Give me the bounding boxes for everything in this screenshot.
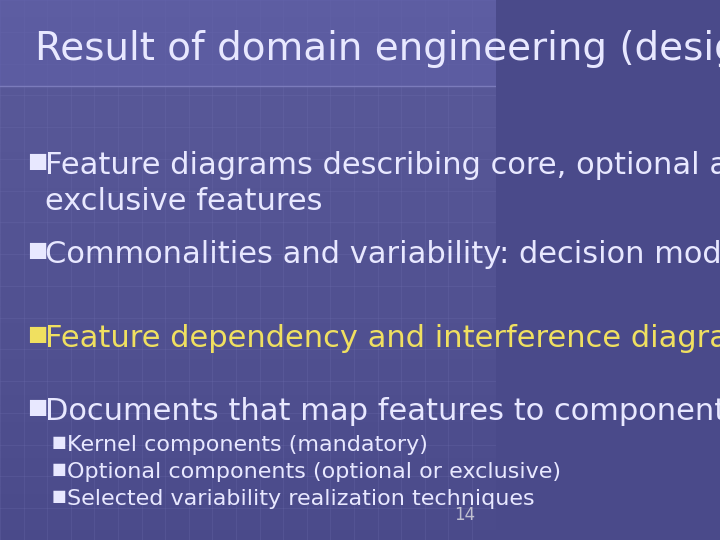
Bar	[0, 36, 495, 45]
Bar	[0, 54, 495, 63]
Bar	[0, 0, 495, 9]
Bar	[0, 0, 495, 86]
Bar	[0, 477, 495, 486]
Bar	[0, 297, 495, 306]
Bar	[0, 189, 495, 198]
Text: Commonalities and variability: decision model: Commonalities and variability: decision …	[45, 240, 720, 269]
Text: 14: 14	[454, 506, 476, 524]
Text: Result of domain engineering (design): Result of domain engineering (design)	[35, 30, 720, 68]
Bar	[0, 135, 495, 144]
Bar	[0, 315, 495, 324]
Text: ■: ■	[27, 324, 48, 344]
Bar	[0, 198, 495, 207]
Bar	[0, 81, 495, 90]
Bar	[0, 72, 495, 81]
Bar	[0, 234, 495, 243]
Bar	[0, 342, 495, 351]
Text: ■: ■	[27, 240, 48, 260]
Bar	[0, 450, 495, 459]
Bar	[0, 117, 495, 126]
Bar	[0, 423, 495, 432]
Bar	[0, 207, 495, 216]
Bar	[0, 162, 495, 171]
Text: ■: ■	[27, 397, 48, 417]
Text: ■: ■	[52, 435, 67, 450]
Bar	[0, 216, 495, 225]
Bar	[0, 324, 495, 333]
Bar	[0, 378, 495, 387]
Bar	[0, 459, 495, 468]
Bar	[0, 306, 495, 315]
Bar	[0, 531, 495, 540]
Bar	[0, 243, 495, 252]
Bar	[0, 513, 495, 522]
Text: ■: ■	[52, 462, 67, 477]
Bar	[0, 396, 495, 405]
Bar	[0, 9, 495, 18]
Text: Optional components (optional or exclusive): Optional components (optional or exclusi…	[67, 462, 561, 482]
Text: ■: ■	[52, 489, 67, 504]
Bar	[0, 171, 495, 180]
Text: Kernel components (mandatory): Kernel components (mandatory)	[67, 435, 428, 455]
Bar	[0, 468, 495, 477]
Bar	[0, 387, 495, 396]
Bar	[0, 405, 495, 414]
Bar	[0, 90, 495, 99]
Bar	[0, 45, 495, 54]
Bar	[0, 180, 495, 189]
Text: Documents that map features to components: Documents that map features to component…	[45, 397, 720, 426]
Text: ■: ■	[27, 151, 48, 171]
Bar	[0, 333, 495, 342]
Text: Feature dependency and interference diagrams: Feature dependency and interference diag…	[45, 324, 720, 353]
Bar	[0, 504, 495, 513]
Bar	[0, 441, 495, 450]
Bar	[0, 99, 495, 108]
Bar	[0, 288, 495, 297]
Text: Feature diagrams describing core, optional and
exclusive features: Feature diagrams describing core, option…	[45, 151, 720, 216]
Bar	[0, 144, 495, 153]
Bar	[0, 351, 495, 360]
Bar	[0, 108, 495, 117]
Bar	[0, 225, 495, 234]
Bar	[0, 153, 495, 162]
Bar	[0, 252, 495, 261]
Bar	[0, 63, 495, 72]
Bar	[0, 261, 495, 270]
Text: Selected variability realization techniques: Selected variability realization techniq…	[67, 489, 534, 509]
Bar	[0, 279, 495, 288]
Bar	[0, 270, 495, 279]
Bar	[0, 495, 495, 504]
Bar	[0, 126, 495, 135]
Bar	[0, 369, 495, 378]
Bar	[0, 360, 495, 369]
Bar	[0, 522, 495, 531]
Bar	[0, 27, 495, 36]
Bar	[0, 18, 495, 27]
Bar	[0, 414, 495, 423]
Bar	[0, 432, 495, 441]
Bar	[0, 486, 495, 495]
